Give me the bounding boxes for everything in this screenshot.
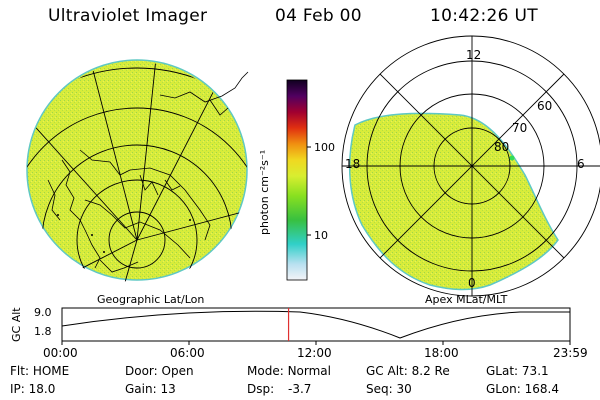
altitude-tick-1-8: 1.8 <box>34 325 52 338</box>
geographic-image-panel <box>26 59 249 282</box>
apex-panel-label: Apex MLat/MLT <box>425 293 508 306</box>
info-mode: Mode: Normal <box>247 364 331 378</box>
colorbar-tick-100: 100 <box>314 141 335 154</box>
colorbar-unit: photon cm⁻²s⁻¹ <box>258 149 271 235</box>
color-scale-bar <box>286 79 311 281</box>
uv-oval-image <box>348 112 559 291</box>
polar-grid <box>341 35 600 297</box>
mlt-label-0: 0 <box>468 276 476 290</box>
mlt-label-18: 18 <box>345 157 361 171</box>
satellite-footprint-marker <box>509 155 515 161</box>
time-tick-0600: 06:00 <box>170 346 205 360</box>
mlat-label-80: 80 <box>494 140 510 154</box>
info-ip: IP: 18.0 <box>10 382 56 396</box>
geographic-panel-label: Geographic Lat/Lon <box>97 293 205 306</box>
mlt-label-12: 12 <box>466 48 482 62</box>
time-tick-2359: 23:59 <box>553 346 588 360</box>
observation-time: 10:42:26 UT <box>430 6 538 26</box>
info-flight: Flt: HOME <box>10 364 70 378</box>
time-tick-0000: 00:00 <box>43 346 78 360</box>
mlat-label-60: 60 <box>537 99 553 113</box>
info-dsp: Dsp: -3.7 <box>247 382 312 396</box>
observation-date: 04 Feb 00 <box>275 6 362 26</box>
altitude-tick-9: 9.0 <box>34 306 52 319</box>
colorbar-tick-10: 10 <box>314 229 328 242</box>
altitude-axis-label: GC Alt <box>10 307 23 342</box>
coastlines <box>47 71 249 273</box>
info-gain: Gain: 13 <box>125 382 176 396</box>
instrument-title: Ultraviolet Imager <box>48 6 208 26</box>
info-door: Door: Open <box>125 364 194 378</box>
info-glat: GLat: 73.1 <box>486 364 549 378</box>
info-gc-alt: GC Alt: 8.2 Re <box>366 364 450 378</box>
altitude-plot <box>61 307 571 345</box>
info-seq: Seq: 30 <box>366 382 412 396</box>
uv-image-disk <box>26 59 248 281</box>
mlt-label-6: 6 <box>577 157 585 171</box>
mlat-label-70: 70 <box>512 121 528 135</box>
info-glon: GLon: 168.4 <box>486 382 559 396</box>
time-tick-1800: 18:00 <box>424 346 459 360</box>
polar-mlat-mlt-panel <box>341 35 600 297</box>
time-tick-1200: 12:00 <box>297 346 332 360</box>
